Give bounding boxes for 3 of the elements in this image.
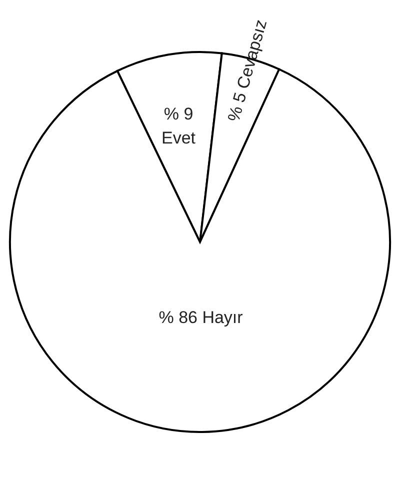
data-label: % 9 (164, 104, 194, 124)
slice-label: Evet (161, 128, 196, 148)
slice-label: % 86 Hayır (158, 308, 244, 327)
